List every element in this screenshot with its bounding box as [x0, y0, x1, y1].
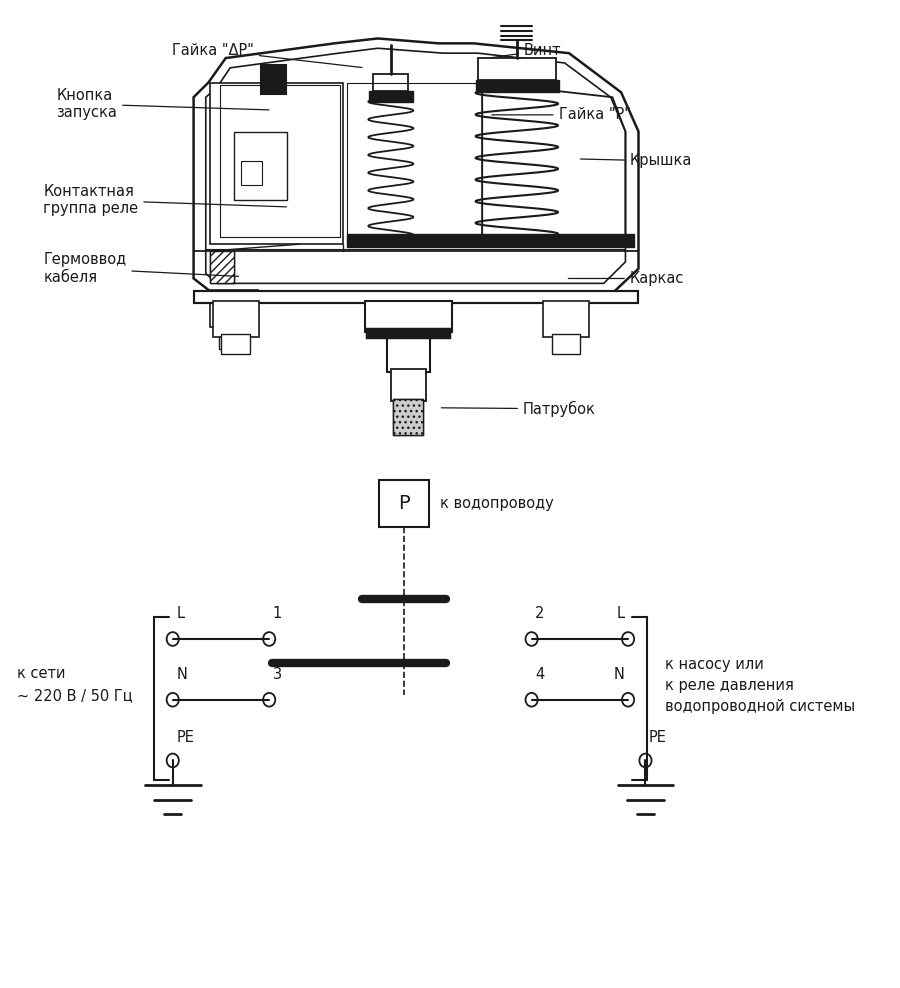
Bar	[347, 234, 634, 247]
Bar	[379, 480, 429, 528]
Text: N: N	[614, 667, 625, 682]
Bar	[478, 58, 556, 80]
Bar	[393, 399, 423, 436]
Text: L: L	[616, 607, 625, 621]
Bar	[234, 131, 286, 201]
Bar	[261, 65, 285, 94]
Text: Гермоввод
кабеля: Гермоввод кабеля	[43, 253, 238, 285]
Text: L: L	[176, 607, 184, 621]
Text: Кнопка
запуска: Кнопка запуска	[57, 88, 269, 121]
Bar	[212, 301, 259, 337]
Bar	[391, 369, 426, 401]
Text: Винт: Винт	[491, 42, 562, 57]
Bar	[219, 324, 249, 349]
Text: Гайка "ΔР": Гайка "ΔР"	[172, 42, 362, 67]
Bar	[194, 291, 638, 303]
Bar	[476, 80, 559, 92]
Text: P: P	[398, 494, 410, 514]
Bar	[543, 301, 589, 337]
Bar	[210, 83, 343, 244]
Bar	[369, 91, 412, 102]
Text: 2: 2	[536, 607, 544, 621]
Text: 1: 1	[273, 607, 282, 621]
Text: Гайка "Р": Гайка "Р"	[491, 108, 630, 123]
Bar	[220, 86, 339, 237]
Text: Крышка: Крышка	[580, 153, 692, 168]
Text: 3: 3	[273, 667, 282, 682]
Bar	[386, 330, 430, 371]
Text: к насосу или
к реле давления
водопроводной системы: к насосу или к реле давления водопроводн…	[664, 657, 855, 713]
Bar	[552, 334, 581, 354]
Polygon shape	[194, 39, 638, 293]
Text: PE: PE	[649, 730, 667, 745]
Bar	[240, 161, 262, 186]
Text: PE: PE	[176, 730, 194, 745]
Bar	[194, 291, 638, 303]
Bar	[393, 399, 423, 436]
Text: к водопроводу: к водопроводу	[439, 496, 554, 512]
Text: 4: 4	[536, 667, 544, 682]
Bar	[221, 334, 250, 354]
Bar	[374, 74, 409, 91]
Bar	[210, 251, 234, 284]
Bar	[210, 290, 258, 327]
Bar	[364, 301, 452, 332]
Text: к сети
~ 220 В / 50 Гц: к сети ~ 220 В / 50 Гц	[17, 667, 132, 703]
Bar	[210, 251, 234, 284]
Text: Контактная
группа реле: Контактная группа реле	[43, 184, 286, 216]
Bar	[367, 329, 449, 337]
Text: Патрубок: Патрубок	[441, 401, 596, 417]
Bar	[347, 83, 482, 244]
Text: Каркас: Каркас	[568, 271, 684, 286]
Text: N: N	[176, 667, 187, 682]
